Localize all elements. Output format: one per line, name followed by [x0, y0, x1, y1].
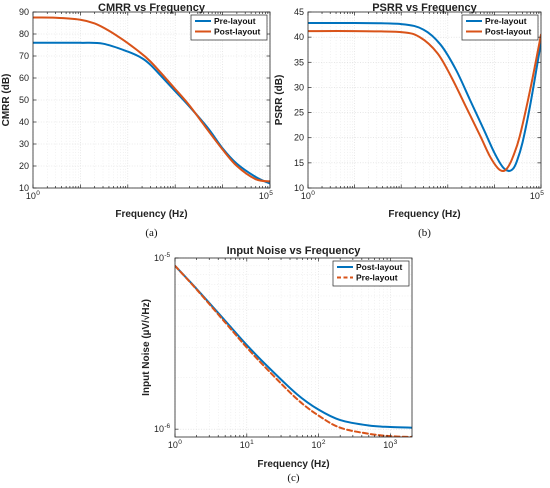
series-layer	[33, 16, 270, 185]
x-ticks	[307, 12, 542, 188]
y-axis-label: CMRR (dB)	[1, 74, 12, 127]
legend-label: Pre-layout	[356, 273, 398, 283]
y-axis-label: Input Noise (µV/√Hz)	[141, 299, 152, 396]
y-tick-label: 20	[294, 133, 304, 143]
legend-box	[190, 14, 268, 41]
plot-frame	[307, 11, 542, 189]
series-layer	[175, 264, 412, 437]
x-tick-label-exp: 3	[394, 439, 398, 446]
x-tick-label: 10 0	[168, 439, 182, 450]
x-axis-label: Frequency (Hz)	[388, 209, 460, 220]
legend-box	[332, 260, 410, 287]
x-tick-label: 10 2	[311, 439, 325, 450]
panel-caption: (b)	[418, 227, 431, 239]
series-line-post-layout	[33, 16, 270, 183]
x-tick-label-exp: 5	[269, 190, 273, 197]
y-tick-label: 15	[294, 158, 304, 168]
y-tick-label: 10	[294, 183, 304, 193]
y-tick-label: 70	[19, 51, 29, 61]
x-tick-label: 10 5	[530, 190, 544, 201]
y-ticks	[33, 11, 270, 189]
x-tick-label-exp: 0	[36, 190, 40, 197]
series-line-pre-layout	[175, 264, 412, 437]
y-tick-label: 10 -6	[154, 423, 171, 434]
y-tick-label: 30	[19, 139, 29, 149]
y-tick-label: 60	[19, 73, 29, 83]
y-tick-label: 50	[19, 95, 29, 105]
x-tick-label-base: 10	[26, 191, 36, 201]
x-tick-label-exp: 1	[250, 439, 254, 446]
y-tick-label: 10 -5	[154, 252, 171, 263]
chart-panel-c: 10 0 10 1 10 2 10 310 -610 -5 Input Noise vs Frequ…	[141, 245, 413, 484]
x-tick-label-base: 10	[259, 191, 269, 201]
legend-label: Pre-layout	[485, 16, 527, 26]
x-axis-label: Frequency (Hz)	[257, 459, 329, 470]
x-tick-label-base: 10	[311, 440, 321, 450]
series-layer	[308, 21, 541, 172]
series-line-post-layout	[175, 264, 412, 429]
legend-label: Post-layout	[356, 262, 402, 272]
y-tick-label: 90	[19, 7, 29, 17]
x-tick-label-exp: 2	[322, 439, 326, 446]
x-tick-label-base: 10	[240, 440, 250, 450]
y-tick-label-exp: -6	[164, 423, 170, 430]
y-tick-label-base: 10	[154, 424, 164, 434]
panel-caption: (c)	[287, 472, 300, 484]
y-tick-label: 40	[19, 117, 29, 127]
y-tick-label: 30	[294, 82, 304, 92]
x-tick-label-exp: 0	[311, 190, 315, 197]
series-line-pre-layout	[308, 21, 541, 172]
y-tick-label: 25	[294, 108, 304, 118]
series-line-post-layout	[308, 30, 541, 172]
y-tick-label: 40	[294, 32, 304, 42]
x-tick-label-base: 10	[301, 191, 311, 201]
x-tick-label-exp: 0	[178, 439, 182, 446]
y-tick-label-base: 10	[154, 253, 164, 263]
panel-caption: (a)	[145, 227, 158, 239]
y-tick-label: 45	[294, 7, 304, 17]
x-tick-label: 10 0	[26, 190, 40, 201]
y-ticks	[308, 11, 541, 189]
x-axis-label: Frequency (Hz)	[115, 209, 187, 220]
y-tick-label-exp: -5	[164, 252, 170, 259]
legend-box	[461, 14, 539, 41]
plot-frame	[174, 257, 413, 438]
legend-label: Post-layout	[485, 27, 531, 37]
x-tick-label-exp: 5	[540, 190, 544, 197]
x-ticks	[174, 258, 413, 437]
x-tick-label-base: 10	[383, 440, 393, 450]
chart-title: Input Noise vs Frequency	[227, 245, 362, 257]
x-tick-label: 10 1	[240, 439, 254, 450]
legend-label: Post-layout	[214, 27, 260, 37]
x-tick-label-base: 10	[168, 440, 178, 450]
x-tick-label: 10 3	[383, 439, 397, 450]
y-axis-label: PSRR (dB)	[274, 75, 285, 126]
chart-title: CMRR vs Frequency	[98, 2, 206, 14]
legend-label: Pre-layout	[214, 16, 256, 26]
x-tick-label-base: 10	[530, 191, 540, 201]
series-line-pre-layout	[33, 41, 270, 185]
y-tick-label: 10	[19, 183, 29, 193]
x-ticks	[32, 12, 271, 188]
x-tick-label: 10 0	[301, 190, 315, 201]
y-ticks	[175, 257, 179, 430]
chart-title: PSRR vs Frequency	[372, 2, 477, 14]
y-tick-label: 20	[19, 161, 29, 171]
x-tick-label: 10 5	[259, 190, 273, 201]
y-tick-label: 80	[19, 29, 29, 39]
y-tick-label: 35	[294, 57, 304, 67]
